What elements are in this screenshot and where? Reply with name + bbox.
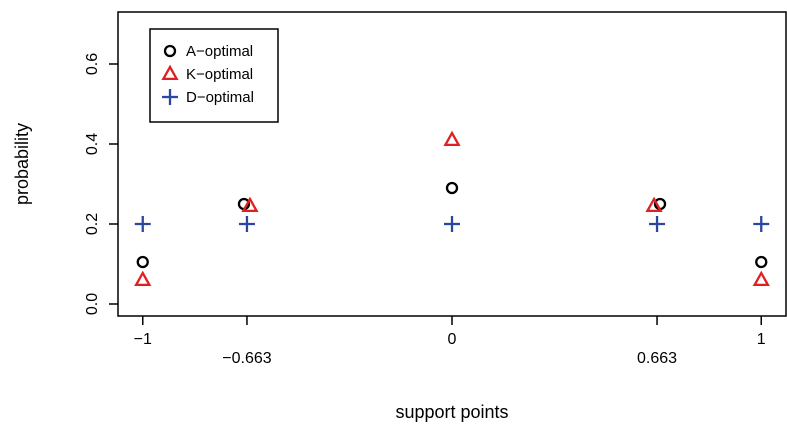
legend-label: A−optimal bbox=[186, 43, 253, 60]
triangle-point bbox=[645, 196, 663, 213]
legend-label: K−optimal bbox=[186, 66, 253, 83]
legend-circle-icon bbox=[163, 44, 177, 58]
plus-point bbox=[753, 216, 770, 232]
y-tick-label: 0.6 bbox=[84, 53, 101, 75]
x-tick-label: 0 bbox=[448, 331, 457, 348]
x-tick-label: −1 bbox=[134, 331, 152, 348]
legend-plus-icon bbox=[162, 89, 178, 105]
circle-point bbox=[136, 255, 149, 269]
y-tick-label: 0.2 bbox=[84, 213, 101, 235]
legend: A−optimal K−optimal D−optimal bbox=[149, 28, 279, 123]
triangle-point bbox=[241, 196, 259, 213]
y-axis-title: probability bbox=[12, 123, 32, 205]
x-axis: −1 −0.663 0 0.663 1 bbox=[134, 316, 766, 367]
legend-entries: A−optimal K−optimal D−optimal bbox=[161, 43, 254, 106]
x-tick-label: −0.663 bbox=[222, 350, 271, 367]
circle-point bbox=[755, 255, 768, 269]
legend-box bbox=[149, 28, 279, 123]
legend-label: D−optimal bbox=[186, 89, 254, 106]
y-axis: 0.0 0.2 0.4 0.6 bbox=[84, 53, 118, 315]
triangle-point bbox=[752, 270, 770, 287]
x-axis-title: support points bbox=[395, 402, 508, 422]
x-tick-label: 1 bbox=[757, 331, 766, 348]
plus-point bbox=[649, 216, 666, 232]
plus-point bbox=[134, 216, 151, 232]
y-tick-label: 0.0 bbox=[84, 293, 101, 315]
legend-triangle-icon bbox=[161, 64, 179, 81]
y-tick-label: 0.4 bbox=[84, 133, 101, 155]
triangle-point bbox=[443, 130, 461, 147]
plus-point bbox=[238, 216, 255, 232]
circle-point bbox=[445, 181, 459, 195]
x-tick-label: 0.663 bbox=[637, 350, 677, 367]
data-points bbox=[134, 130, 770, 287]
plus-point bbox=[444, 216, 460, 232]
triangle-point bbox=[134, 270, 152, 287]
